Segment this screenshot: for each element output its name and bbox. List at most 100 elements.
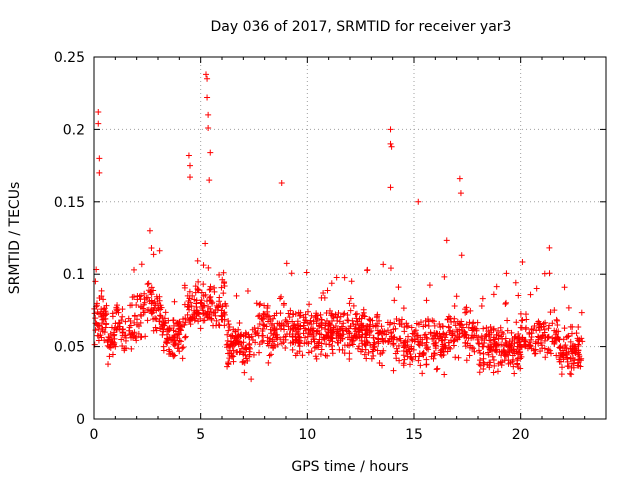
- data-point: [502, 349, 509, 356]
- data-point: [544, 349, 551, 356]
- data-point: [391, 320, 398, 327]
- data-point: [251, 325, 258, 332]
- data-point: [504, 317, 511, 324]
- data-point: [436, 335, 443, 342]
- data-point: [194, 257, 201, 264]
- data-point: [450, 342, 457, 349]
- data-point: [475, 340, 482, 347]
- data-point: [351, 332, 358, 339]
- data-point: [526, 329, 533, 336]
- data-point: [278, 340, 285, 347]
- data-point: [522, 326, 529, 333]
- x-tick-label: 15: [405, 427, 423, 443]
- data-point: [533, 327, 540, 334]
- data-point: [457, 321, 464, 328]
- data-point: [300, 330, 307, 337]
- data-point: [341, 274, 348, 281]
- data-point: [480, 350, 487, 357]
- data-point: [400, 305, 407, 312]
- data-point: [425, 316, 432, 323]
- data-point: [137, 292, 144, 299]
- data-point: [480, 343, 487, 350]
- data-point: [96, 155, 103, 162]
- data-point: [535, 333, 542, 340]
- data-point: [415, 198, 422, 205]
- data-point: [295, 339, 302, 346]
- data-point: [570, 364, 577, 371]
- data-point: [360, 306, 367, 313]
- data-point: [341, 310, 348, 317]
- data-point: [561, 325, 568, 332]
- data-point: [571, 343, 578, 350]
- data-point: [335, 309, 342, 316]
- data-point: [187, 315, 194, 322]
- data-point: [195, 318, 202, 325]
- data-point: [401, 343, 408, 350]
- data-point: [490, 291, 497, 298]
- data-point: [225, 360, 232, 367]
- data-point: [157, 325, 164, 332]
- data-point: [487, 323, 494, 330]
- data-point: [394, 348, 401, 355]
- data-point: [301, 340, 308, 347]
- data-point: [102, 315, 109, 322]
- data-point: [204, 75, 211, 82]
- data-point: [206, 177, 213, 184]
- data-point: [520, 341, 527, 348]
- data-point: [144, 281, 151, 288]
- data-point: [182, 334, 189, 341]
- y-axis-label: SRMTID / TECUs: [7, 182, 23, 295]
- data-point: [493, 346, 500, 353]
- data-point: [255, 313, 262, 320]
- data-point: [388, 143, 395, 150]
- data-point: [103, 321, 110, 328]
- data-point: [400, 362, 407, 369]
- data-point: [305, 349, 312, 356]
- data-point: [417, 362, 424, 369]
- data-point: [516, 349, 523, 356]
- data-point: [454, 318, 461, 325]
- data-point: [219, 276, 226, 283]
- data-point: [441, 342, 448, 349]
- data-point: [440, 348, 447, 355]
- data-point: [141, 299, 148, 306]
- data-point: [491, 362, 498, 369]
- data-point: [323, 309, 330, 316]
- data-point: [494, 341, 501, 348]
- data-point: [314, 327, 321, 334]
- data-point: [210, 322, 217, 329]
- data-point: [224, 363, 231, 370]
- data-point: [436, 320, 443, 327]
- data-point: [541, 345, 548, 352]
- data-point: [306, 301, 313, 308]
- data-point: [271, 338, 278, 345]
- data-point: [179, 322, 186, 329]
- data-point: [98, 306, 105, 313]
- data-point: [230, 358, 237, 365]
- data-point: [268, 351, 275, 358]
- data-point: [170, 334, 177, 341]
- data-point: [539, 332, 546, 339]
- data-point: [236, 338, 243, 345]
- data-point: [463, 321, 470, 328]
- data-point: [105, 361, 112, 368]
- data-point: [246, 340, 253, 347]
- data-point: [527, 343, 534, 350]
- data-point: [535, 334, 542, 341]
- data-point: [200, 310, 207, 317]
- data-point: [98, 287, 105, 294]
- data-point: [393, 336, 400, 343]
- data-point: [233, 349, 240, 356]
- data-point: [468, 344, 475, 351]
- data-point: [480, 366, 487, 373]
- data-point: [542, 354, 549, 361]
- data-point: [484, 349, 491, 356]
- data-point: [560, 336, 567, 343]
- data-point: [100, 296, 107, 303]
- data-point: [576, 353, 583, 360]
- data-point: [499, 336, 506, 343]
- x-tick-label: 5: [196, 427, 205, 443]
- data-point: [437, 349, 444, 356]
- data-point: [285, 323, 292, 330]
- data-point: [532, 340, 539, 347]
